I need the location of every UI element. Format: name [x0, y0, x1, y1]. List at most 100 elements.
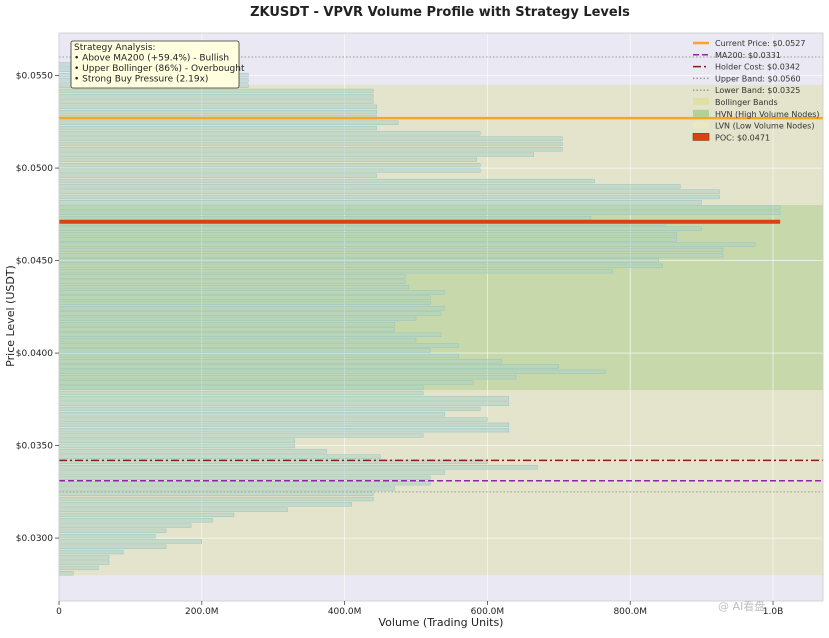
volume-bar — [58, 194, 720, 200]
volume-bar — [58, 364, 560, 369]
volume-bar — [58, 518, 213, 523]
volume-bar — [58, 290, 445, 295]
y-tick-label: $0.0550 — [16, 72, 53, 82]
volume-bar — [58, 300, 431, 306]
volume-bar — [58, 242, 756, 247]
volume-bar — [58, 247, 724, 253]
legend-label: HVN (High Volume Nodes) — [715, 110, 820, 119]
y-tick-label: $0.0350 — [16, 442, 53, 452]
volume-bar — [58, 502, 352, 507]
volume-bar — [58, 237, 677, 242]
legend-label: POC: $0.0471 — [715, 133, 770, 142]
volume-bar — [58, 152, 535, 157]
volume-bar — [58, 396, 510, 401]
volume-bar — [58, 284, 410, 290]
annotation-line: • Strong Buy Pressure (2.19x) — [74, 75, 208, 85]
volume-bar — [58, 438, 295, 443]
volume-bar — [58, 555, 110, 560]
volume-bar — [58, 454, 381, 459]
y-tick-label: $0.0450 — [16, 257, 53, 267]
volume-bar — [58, 163, 481, 168]
legend-label: Current Price: $0.0527 — [715, 39, 805, 48]
legend-label: Lower Band: $0.0325 — [715, 86, 800, 95]
volume-bar — [58, 475, 431, 480]
volume-bar — [58, 359, 502, 364]
volume-bar — [58, 507, 288, 512]
volume-bar — [58, 263, 663, 268]
volume-bar — [58, 369, 606, 374]
volume-bar — [58, 279, 406, 284]
volume-bar — [58, 178, 595, 184]
y-tick-label: $0.0300 — [16, 534, 53, 544]
volume-bar — [58, 200, 702, 205]
volume-bar — [58, 433, 424, 438]
legend-swatch — [692, 133, 710, 141]
y-tick-label: $0.0500 — [16, 164, 53, 174]
plot-frame — [58, 32, 824, 602]
annotation-line: • Above MA200 (+59.4%) - Bullish — [74, 54, 229, 64]
volume-bar — [58, 443, 295, 449]
volume-bar — [58, 406, 481, 412]
x-tick-label: 400.0M — [328, 607, 362, 617]
volume-bar — [58, 549, 124, 555]
volume-bar — [58, 184, 681, 189]
volume-bar — [58, 269, 613, 274]
volume-bar — [58, 210, 781, 215]
volume-bar — [58, 157, 477, 162]
volume-bar — [58, 110, 377, 115]
legend-label: Bollinger Bands — [715, 98, 778, 107]
volume-bar — [58, 571, 74, 576]
volume-bar — [58, 449, 327, 454]
legend-label: LVN (Low Volume Nodes) — [715, 122, 814, 131]
volume-bar — [58, 231, 677, 237]
volume-bar — [58, 417, 488, 422]
y-axis-label: Price Level (USDT) — [4, 265, 17, 367]
volume-bar — [58, 306, 445, 311]
volume-bar — [58, 512, 235, 518]
volume-bar — [58, 131, 481, 136]
volume-bar — [58, 316, 417, 321]
volume-bar — [58, 348, 431, 353]
volume-bar — [58, 120, 399, 125]
volume-bar — [58, 88, 374, 94]
volume-bar — [58, 226, 702, 231]
volume-bar — [58, 253, 724, 258]
annotation-line: • Upper Bollinger (86%) - Overbought — [74, 64, 245, 74]
legend-swatch — [693, 121, 709, 129]
annotation-background — [70, 40, 240, 89]
volume-bar — [58, 401, 510, 406]
volume-bar — [58, 337, 417, 343]
volume-bar — [58, 422, 510, 427]
volume-bar — [58, 523, 192, 528]
watermark-text: @ AI看盘 — [718, 599, 765, 613]
volume-bar — [58, 412, 445, 417]
y-tick-label: $0.0400 — [16, 349, 53, 359]
legend-swatch — [693, 109, 709, 117]
x-tick-label: 1.0B — [763, 607, 784, 617]
volume-bar — [58, 534, 156, 539]
volume-bar — [58, 173, 377, 178]
volume-bar — [58, 428, 510, 433]
volume-bar — [58, 332, 442, 337]
volume-bar — [58, 375, 517, 380]
x-tick-label: 800.0M — [613, 607, 647, 617]
x-tick-label: 200.0M — [185, 607, 219, 617]
volume-bar — [58, 481, 431, 486]
x-axis-label: Volume (Trading Units) — [379, 616, 504, 629]
volume-bar — [58, 486, 395, 491]
chart-legend: Current Price: $0.0527 MA200: $0.0331 Hold… — [692, 39, 820, 142]
volume-bar — [58, 327, 395, 332]
volume-bar — [58, 496, 374, 502]
volume-bar — [58, 544, 167, 549]
volume-bar — [58, 311, 442, 316]
volume-bar — [58, 491, 374, 496]
legend-label: Upper Band: $0.0560 — [715, 74, 801, 83]
volume-bar — [58, 385, 424, 390]
volume-bar — [58, 258, 659, 263]
volume-bar — [58, 322, 395, 327]
volume-bar — [58, 147, 563, 152]
volume-bar — [58, 380, 474, 385]
volume-bar — [58, 353, 460, 359]
strategy-annotation-box: Strategy Analysis:• Above MA200 (+59.4%)… — [70, 40, 245, 89]
